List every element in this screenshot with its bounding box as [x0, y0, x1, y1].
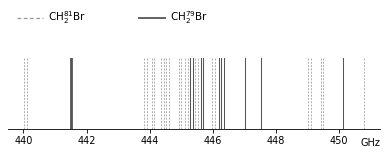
- Legend: CH$_2^{81}$Br, CH$_2^{79}$Br: CH$_2^{81}$Br, CH$_2^{79}$Br: [13, 5, 212, 30]
- Text: GHz: GHz: [360, 138, 380, 148]
